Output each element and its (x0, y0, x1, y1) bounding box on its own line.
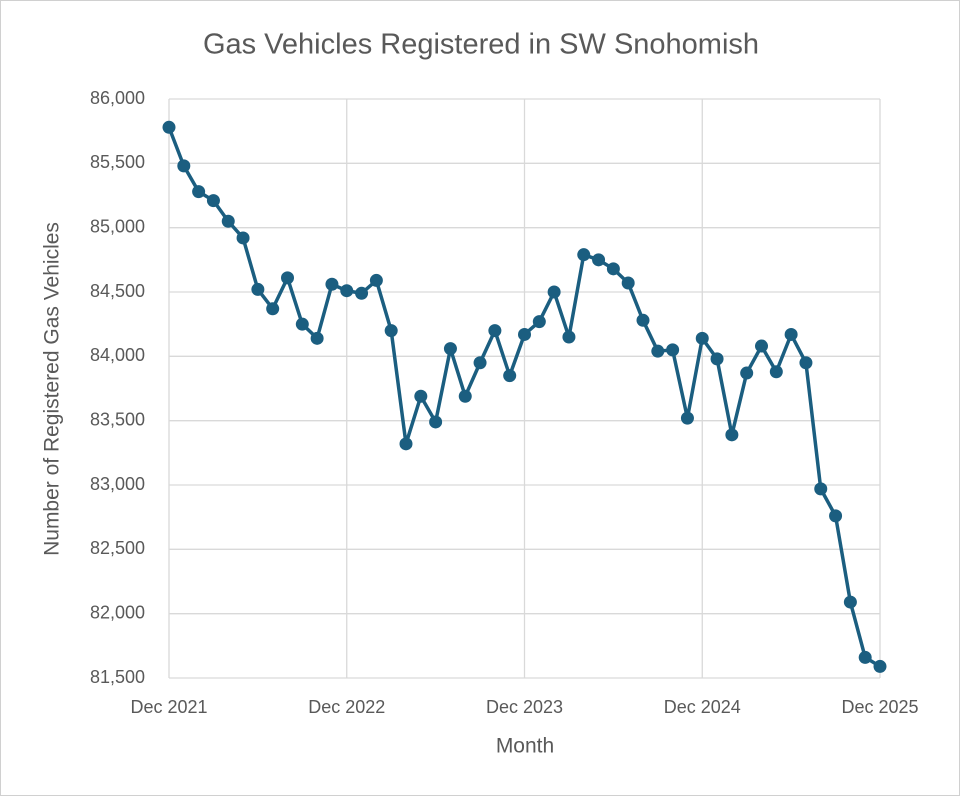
data-point (236, 231, 250, 245)
x-axis-title: Month (496, 735, 554, 758)
x-tick-label: Dec 2022 (308, 697, 385, 717)
y-tick-label: 86,000 (90, 88, 145, 108)
y-tick-label: 84,000 (90, 345, 145, 365)
data-point (710, 352, 724, 366)
data-point (829, 509, 843, 523)
data-point (562, 330, 576, 344)
data-point (606, 262, 620, 276)
data-point (547, 285, 561, 299)
data-point (577, 248, 591, 262)
y-tick-label: 84,500 (90, 281, 145, 301)
data-point (192, 185, 206, 199)
data-point (858, 650, 872, 664)
data-point (740, 366, 754, 380)
data-point (162, 120, 176, 134)
data-point (799, 356, 813, 370)
data-point (266, 302, 280, 316)
x-tick-label: Dec 2023 (486, 697, 563, 717)
data-point (488, 324, 502, 338)
data-point (666, 343, 680, 357)
x-tick-label: Dec 2025 (841, 697, 918, 717)
y-tick-label: 83,500 (90, 409, 145, 429)
data-point (473, 356, 487, 370)
data-point (769, 365, 783, 379)
data-point (295, 317, 309, 331)
data-point (325, 277, 339, 291)
data-point (177, 159, 191, 173)
y-axis-title: Number of Registered Gas Vehicles (41, 222, 64, 556)
x-tick-label: Dec 2021 (130, 697, 207, 717)
data-point (221, 214, 235, 228)
y-tick-label: 82,000 (90, 602, 145, 622)
data-point (636, 313, 650, 327)
data-point (384, 324, 398, 338)
x-tick-label: Dec 2024 (664, 697, 741, 717)
data-point (281, 271, 294, 285)
data-point (458, 389, 472, 403)
y-tick-label: 83,000 (90, 474, 145, 494)
data-point (725, 428, 739, 442)
data-point (399, 437, 413, 451)
data-point (369, 273, 383, 287)
y-tick-label: 85,000 (90, 216, 145, 236)
data-point (621, 276, 635, 290)
data-point (414, 389, 428, 403)
data-point (518, 327, 531, 341)
data-point (443, 342, 457, 356)
y-tick-label: 82,500 (90, 538, 145, 558)
data-point (251, 282, 265, 296)
data-point (680, 411, 694, 425)
data-point (592, 253, 606, 267)
data-point (310, 331, 324, 345)
data-point (429, 415, 443, 429)
y-tick-label: 85,500 (90, 152, 145, 172)
data-point (532, 315, 546, 329)
data-point (695, 331, 709, 345)
data-point (355, 286, 369, 300)
y-tick-label: 81,500 (90, 667, 145, 687)
data-point (873, 659, 887, 673)
data-point (784, 327, 798, 341)
data-point (503, 369, 517, 383)
data-point (755, 339, 768, 353)
data-point (206, 194, 220, 208)
data-point (814, 482, 828, 496)
data-point (340, 284, 354, 298)
chart-title: Gas Vehicles Registered in SW Snohomish (203, 29, 759, 61)
data-point (651, 344, 665, 358)
data-point (843, 595, 857, 609)
